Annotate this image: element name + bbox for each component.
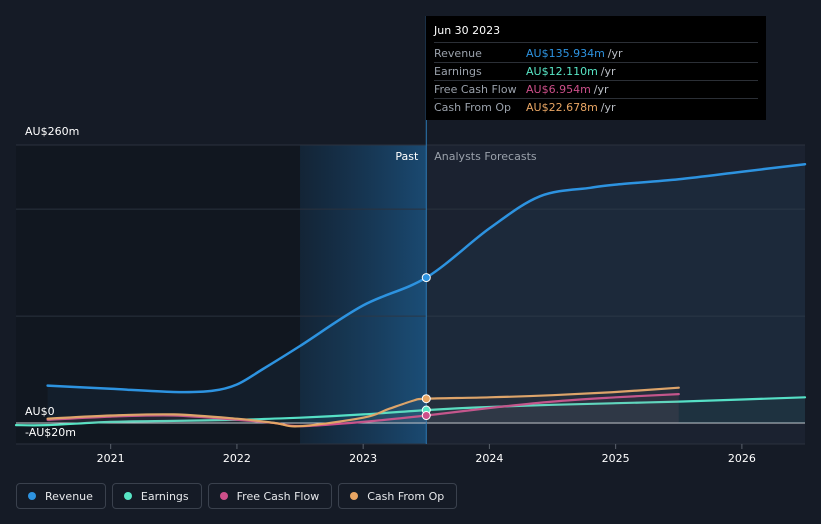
highlight-point-free-cash-flow	[421, 411, 431, 421]
tooltip-value: AU$12.110m	[526, 65, 598, 78]
tooltip-unit: /yr	[600, 101, 616, 114]
x-tick-label: 2022	[223, 452, 251, 465]
legend-item-free-cash-flow[interactable]: Free Cash Flow	[207, 483, 333, 509]
x-tick-label: 2026	[728, 452, 756, 465]
tooltip-label: Earnings	[434, 65, 482, 78]
highlight-band	[300, 145, 427, 444]
series-line-free-cash-flow	[46, 393, 680, 428]
x-tick-label: 2025	[602, 452, 630, 465]
tooltip-row-free-cash-flow: Free Cash Flow AU$6.954m /yr	[434, 81, 758, 99]
legend-label: Revenue	[45, 489, 93, 503]
forecast-region	[426, 145, 805, 444]
tooltip-row-revenue: Revenue AU$135.934m /yr	[434, 45, 758, 63]
y-axis-top-label: AU$260m	[25, 125, 80, 138]
past-label: Past	[395, 150, 419, 163]
forecast-label: Analysts Forecasts	[434, 150, 537, 163]
legend-dot-icon	[350, 492, 359, 500]
tooltip-row-cash-from-op: Cash From Op AU$22.678m /yr	[434, 99, 758, 116]
highlight-point-cash-from-op	[421, 394, 431, 404]
legend-dot-icon	[219, 492, 228, 500]
legend-dot-icon	[123, 492, 132, 500]
legend-label: Free Cash Flow	[236, 489, 320, 503]
tooltip-date: Jun 30 2023	[434, 24, 758, 43]
tooltip-value: AU$6.954m	[526, 83, 591, 96]
y-axis-bottom-label: -AU$20m	[25, 426, 77, 439]
tooltip-unit: /yr	[607, 47, 623, 60]
tooltip-label: Cash From Op	[434, 101, 512, 114]
tooltip-row-earnings: Earnings AU$12.110m /yr	[434, 63, 758, 81]
legend-item-earnings[interactable]: Earnings	[111, 483, 202, 509]
legend-item-revenue[interactable]: Revenue	[16, 483, 106, 509]
tooltip: Jun 30 2023 Revenue AU$135.934m /yr Earn…	[426, 16, 766, 120]
tooltip-label: Free Cash Flow	[434, 83, 517, 96]
series-area-revenue	[47, 164, 806, 423]
tooltip-label: Revenue	[434, 47, 482, 60]
tooltip-value: AU$22.678m	[526, 101, 598, 114]
x-tick-label: 2024	[475, 452, 503, 465]
tooltip-value: AU$135.934m	[526, 47, 605, 60]
x-tick-label: 2021	[97, 452, 125, 465]
series-line-earnings	[14, 396, 807, 427]
series-line-cash-from-op	[46, 386, 680, 428]
series-line-revenue	[46, 162, 807, 394]
legend: Revenue Earnings Free Cash Flow Cash Fro…	[16, 483, 458, 509]
x-tick-label: 2023	[349, 452, 377, 465]
legend-dot-icon	[28, 492, 36, 500]
legend-label: Earnings	[140, 489, 189, 503]
legend-item-cash-from-op[interactable]: Cash From Op	[338, 483, 458, 509]
y-axis-zero-label: AU$0	[25, 405, 55, 418]
highlight-point-revenue	[421, 273, 431, 283]
tooltip-unit: /yr	[600, 65, 616, 78]
legend-label: Cash From Op	[367, 489, 445, 503]
tooltip-unit: /yr	[593, 83, 609, 96]
